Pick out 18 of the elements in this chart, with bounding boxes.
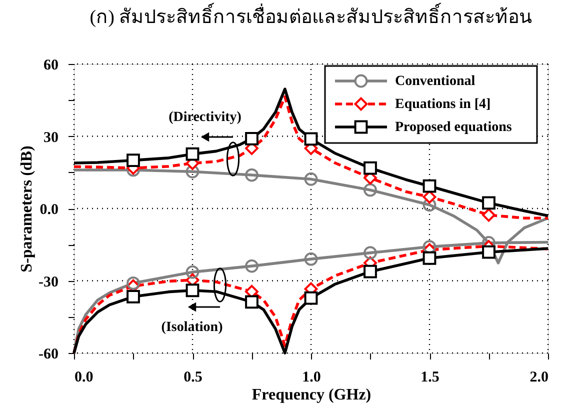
y-tick-label: -30 <box>38 274 58 290</box>
legend-label: Proposed equations <box>395 120 512 135</box>
legend-label: Equations in [4] <box>395 97 491 112</box>
legend-label: Conventional <box>395 74 476 89</box>
annotation: (Directivity) <box>168 110 242 125</box>
y-axis-title: S-parameters (dB) <box>18 146 36 272</box>
x-tick-label: 0.5 <box>184 370 202 386</box>
x-tick-label: 1.5 <box>420 370 440 386</box>
y-tick-label: 0.0 <box>40 202 58 218</box>
y-tick-label: 30 <box>44 130 58 146</box>
x-tick-label: 1.0 <box>302 370 321 386</box>
y-tick-label: 60 <box>44 58 58 74</box>
y-tick-label: -60 <box>38 346 58 362</box>
x-tick-label: 0.0 <box>74 370 94 386</box>
annotation: (Isolation) <box>161 320 224 335</box>
chart-title: (ก) สัมประสิทธิ์การเชื่อมต่อและสัมประสิทธิ์การสะท้อน <box>90 2 532 28</box>
x-tick-label: 2.0 <box>530 370 548 386</box>
x-axis-title: Frequency (GHz) <box>252 386 372 404</box>
